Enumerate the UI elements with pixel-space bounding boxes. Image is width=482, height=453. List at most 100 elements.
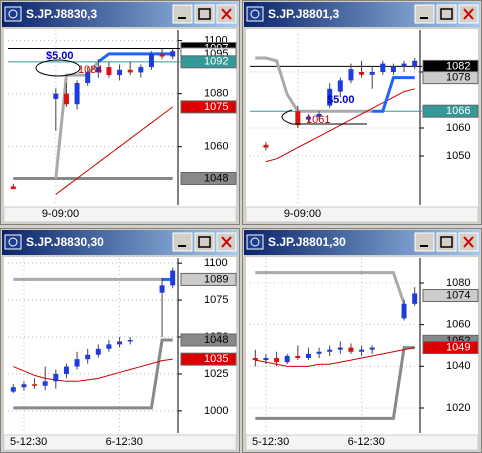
y-tick-label: 1050 (446, 150, 470, 162)
y-tick-label: 1100 (204, 257, 228, 269)
time-strip (3, 434, 237, 451)
button-glyph (463, 236, 474, 248)
candle-body (42, 381, 48, 386)
candle-body (401, 303, 407, 319)
candle-body (295, 111, 301, 126)
chart-window: S.JP.J8801,31080106010509-09:00108210781… (242, 0, 482, 225)
button-face[interactable] (172, 232, 193, 252)
candle-body (305, 353, 311, 358)
button-face[interactable] (172, 4, 193, 24)
minimize-button[interactable] (172, 232, 193, 252)
candle-body (316, 114, 322, 117)
close-button[interactable] (458, 232, 479, 252)
candle-body (106, 67, 112, 76)
button-face[interactable] (194, 4, 215, 24)
button-glyph (198, 8, 211, 20)
price-tag-label: 1082 (446, 60, 470, 72)
candle-body (95, 67, 101, 73)
candle-body (95, 348, 101, 355)
chart-window: S.JP.J8830,30110010751050102510005-12:30… (0, 228, 240, 453)
y-tick-label: 1020 (446, 402, 470, 414)
button-glyph (221, 8, 232, 20)
window-title: S.JP.J8801,30 (268, 235, 346, 249)
button-glyph (221, 236, 232, 248)
study-line (54, 60, 100, 179)
x-tick-label: 6-12:30 (348, 436, 385, 448)
candle-body (252, 358, 258, 361)
button-glyph (440, 236, 453, 248)
candle-body (327, 88, 333, 106)
minimize-button[interactable] (414, 4, 435, 24)
button-face[interactable] (414, 232, 435, 252)
candle-body (159, 285, 165, 293)
y-tick-label: 1060 (446, 122, 470, 134)
candle-body (348, 347, 354, 352)
price-tag-label: 1074 (446, 289, 470, 301)
candle-body (359, 349, 365, 352)
chart-window: S.JP.J8830,31100108010609-09:00109710951… (0, 0, 240, 225)
study-line (372, 76, 415, 113)
study-line (255, 56, 373, 113)
close-button[interactable] (458, 4, 479, 24)
icon-box (4, 234, 22, 250)
study-line (265, 88, 415, 163)
candle-body (53, 93, 59, 99)
candle-body (327, 349, 333, 352)
price-tag-label: 1035 (204, 353, 228, 365)
icon-box (4, 6, 22, 22)
candle-body (85, 72, 91, 84)
candle-body (305, 116, 311, 120)
study-line (255, 347, 415, 367)
y-tick-label: 1080 (204, 88, 228, 100)
study-line (55, 106, 173, 195)
price-tag (422, 71, 479, 85)
candle-body (74, 83, 80, 105)
button-face[interactable] (436, 232, 457, 252)
price-tag (180, 55, 237, 69)
candle-body (117, 341, 123, 345)
candle-body (63, 366, 69, 374)
price-tag (422, 289, 479, 302)
price-tag-label: 1089 (204, 273, 228, 285)
candle-body (159, 53, 165, 57)
minimize-button[interactable] (414, 232, 435, 252)
price-tag (180, 352, 237, 366)
maximize-button[interactable] (436, 232, 457, 252)
annotation: $5.00 (46, 50, 74, 62)
window-title: S.JP.J8830,30 (26, 235, 104, 249)
price-tag-label: 1078 (446, 72, 470, 84)
price-tag-label: 1048 (204, 172, 228, 184)
x-tick-label: 5-12:30 (10, 436, 47, 448)
close-button[interactable] (216, 232, 237, 252)
candle-body (263, 144, 269, 148)
study-line (13, 358, 173, 382)
y-tick-label: 1080 (446, 277, 470, 289)
candle-body (369, 347, 375, 350)
minimize-button[interactable] (172, 4, 193, 24)
button-face[interactable] (194, 232, 215, 252)
maximize-button[interactable] (194, 4, 215, 24)
price-tag (180, 100, 237, 114)
close-button[interactable] (216, 4, 237, 24)
window-title: S.JP.J8801,3 (268, 7, 340, 21)
time-strip (245, 434, 479, 451)
x-tick-label: 6-12:30 (106, 436, 143, 448)
candle-body (32, 384, 38, 386)
candle-body (337, 80, 343, 92)
candle-body (369, 72, 375, 75)
maximize-button[interactable] (194, 232, 215, 252)
y-tick-label: 1000 (204, 405, 228, 417)
window-title: S.JP.J8830,3 (26, 7, 98, 21)
price-tag-label: 1048 (204, 334, 228, 346)
price-tag-label: 1075 (204, 101, 228, 113)
button-glyph (463, 8, 474, 20)
icon-box (246, 234, 264, 250)
price-tag (422, 104, 479, 118)
study-line (13, 338, 173, 410)
button-face[interactable] (414, 4, 435, 24)
maximize-button[interactable] (436, 4, 457, 24)
app-icon (4, 234, 22, 250)
button-face[interactable] (436, 4, 457, 24)
price-tag-label: 1049 (446, 341, 470, 353)
